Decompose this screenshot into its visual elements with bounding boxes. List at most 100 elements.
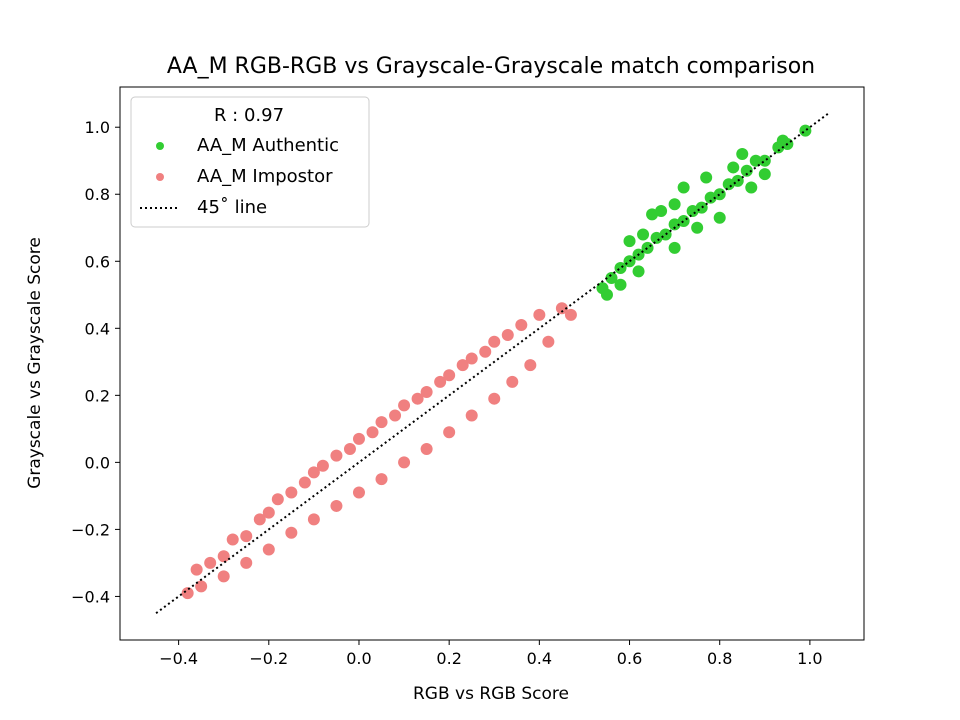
data-point-impostor-6 [253, 513, 266, 526]
data-point-impostor-28 [501, 329, 514, 342]
data-point-authentic-32 [632, 265, 645, 278]
x-tick-label: 0.0 [346, 649, 371, 668]
legend-title: R : 0.97 [214, 105, 284, 126]
data-point-impostor-36 [488, 392, 501, 405]
data-point-impostor-31 [555, 302, 568, 315]
data-point-impostor-5 [240, 530, 253, 543]
x-tick-label: −0.4 [159, 649, 198, 668]
legend: R : 0.97 AA_M Authentic AA_M Impostor 45… [130, 96, 370, 228]
data-point-impostor-35 [506, 375, 519, 388]
data-point-authentic-34 [776, 134, 789, 147]
y-axis-title: Grayscale vs Grayscale Score [25, 237, 45, 489]
x-tick-label: −0.2 [249, 649, 288, 668]
x-tick-label: 0.2 [436, 649, 461, 668]
data-point-authentic-20 [605, 272, 618, 285]
data-point-impostor-44 [307, 513, 320, 526]
data-point-authentic-22 [600, 288, 613, 301]
y-tick-label: 0.8 [85, 185, 110, 204]
data-point-impostor-12 [316, 459, 329, 472]
data-point-authentic-26 [677, 181, 690, 194]
data-point-impostor-25 [465, 352, 478, 365]
data-point-impostor-21 [420, 385, 433, 398]
data-point-authentic-19 [614, 261, 627, 274]
data-point-authentic-39 [745, 181, 758, 194]
data-point-authentic-13 [668, 218, 681, 231]
data-point-impostor-8 [271, 493, 284, 506]
data-point-impostor-13 [330, 449, 343, 462]
data-point-authentic-23 [623, 235, 636, 248]
data-point-authentic-33 [614, 278, 627, 291]
data-point-authentic-35 [727, 161, 740, 174]
legend-label-impostor: AA_M Impostor [197, 166, 333, 187]
data-point-impostor-1 [190, 563, 203, 576]
data-point-impostor-15 [352, 432, 365, 445]
data-point-authentic-9 [704, 191, 717, 204]
data-point-authentic-3 [758, 154, 771, 167]
data-point-authentic-29 [713, 211, 726, 224]
y-tick-label: 1.0 [85, 118, 110, 137]
data-point-impostor-40 [398, 456, 411, 469]
data-point-authentic-28 [758, 168, 771, 181]
data-point-impostor-11 [307, 466, 320, 479]
data-point-impostor-37 [465, 409, 478, 422]
data-point-authentic-7 [722, 178, 735, 191]
data-point-authentic-11 [686, 205, 699, 218]
y-tick-label: −0.2 [71, 520, 110, 539]
x-tick-label: 0.4 [527, 649, 552, 668]
data-point-impostor-17 [375, 416, 388, 429]
axes: −0.4 −0.2 0.0 0.2 0.4 0.6 0.8 1.0 −0.4 −0.2 0.0 0.2… [71, 86, 865, 668]
data-point-authentic-36 [700, 171, 713, 184]
data-point-impostor-34 [524, 359, 537, 372]
chart-title: AA_M RGB-RGB vs Grayscale-Grayscale matc… [167, 54, 815, 79]
data-point-impostor-24 [456, 359, 469, 372]
data-point-authentic-4 [749, 154, 762, 167]
y-tick-label: 0.2 [85, 386, 110, 405]
data-point-impostor-10 [298, 476, 311, 489]
data-point-impostor-29 [515, 318, 528, 331]
y-tick-label: −0.4 [71, 587, 110, 606]
data-point-impostor-32 [564, 308, 577, 321]
data-point-impostor-2 [204, 556, 217, 569]
legend-label-45-line: 45˚ line [197, 197, 267, 218]
data-point-impostor-20 [411, 392, 424, 405]
data-point-impostor-27 [488, 335, 501, 348]
data-point-impostor-19 [398, 399, 411, 412]
data-point-impostor-47 [240, 556, 253, 569]
data-point-impostor-33 [542, 335, 555, 348]
data-point-impostor-22 [434, 375, 447, 388]
x-tick-label: 0.6 [617, 649, 642, 668]
data-point-authentic-38 [637, 228, 650, 241]
x-tick-label: 1.0 [797, 649, 822, 668]
y-tick-label: 0.6 [85, 252, 110, 271]
data-point-impostor-30 [533, 308, 546, 321]
legend-marker-authentic [156, 142, 164, 150]
data-point-impostor-43 [330, 499, 343, 512]
data-point-impostor-4 [226, 533, 239, 546]
axes-frame [119, 86, 865, 641]
data-point-authentic-30 [691, 221, 704, 234]
data-point-authentic-0 [799, 124, 812, 137]
plot-area [155, 113, 829, 614]
data-point-authentic-24 [646, 208, 659, 221]
data-point-impostor-42 [352, 486, 365, 499]
y-tick-label: 0.0 [85, 453, 110, 472]
data-point-impostor-18 [389, 409, 402, 422]
data-point-authentic-5 [740, 164, 753, 177]
series-aa-m-impostor [181, 302, 577, 600]
data-points [155, 113, 829, 614]
data-point-impostor-7 [262, 506, 275, 519]
data-point-impostor-49 [195, 580, 208, 593]
data-point-authentic-31 [668, 241, 681, 254]
data-point-impostor-14 [343, 442, 356, 455]
data-point-impostor-38 [443, 426, 456, 439]
data-point-authentic-25 [668, 198, 681, 211]
y-tick-label: 0.4 [85, 319, 110, 338]
data-point-impostor-16 [366, 426, 379, 439]
x-axis-title: RGB vs RGB Score [413, 684, 569, 704]
data-point-impostor-45 [285, 526, 298, 539]
data-point-impostor-46 [262, 543, 275, 556]
data-point-authentic-15 [650, 231, 663, 244]
data-point-impostor-48 [217, 570, 230, 583]
